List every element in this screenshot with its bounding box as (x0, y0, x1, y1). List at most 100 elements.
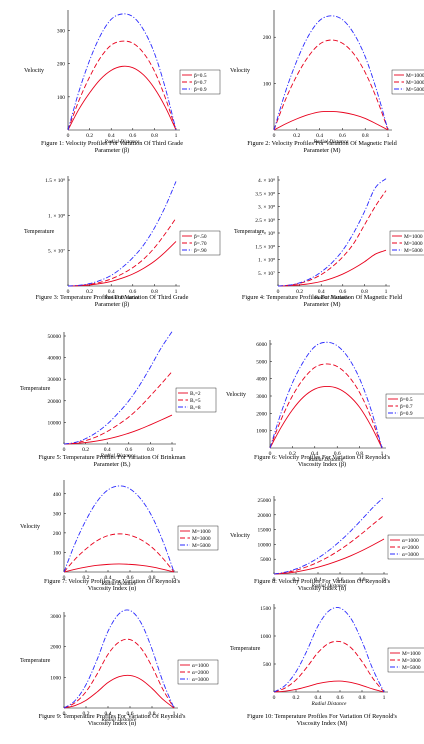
figure-caption: Figure 2: Velocity Profiles For Variatio… (216, 140, 424, 154)
y-tick-label: 5000 (256, 359, 267, 365)
caption-line-1: Figure 9: Temperature Profiles For Varia… (38, 713, 186, 720)
x-tick-label: 0.2 (82, 447, 89, 453)
x-tick-label: 0.4 (108, 289, 115, 295)
caption-line-2: Viscosity Index (α) (297, 585, 347, 592)
legend-label: β=.90 (194, 248, 207, 254)
x-axis-label: Radial Distance (314, 295, 350, 301)
legend-label: β=.70 (194, 241, 207, 247)
x-tick-label: 0.6 (337, 695, 344, 701)
caption-line-1: Figure 8: Velocity Profiles For Variatio… (253, 578, 391, 585)
series-line-2 (277, 190, 387, 287)
y-tick-label: 20000 (48, 399, 62, 405)
x-tick-label: 0.4 (315, 695, 322, 701)
series-line-1 (273, 538, 385, 575)
y-tick-label: 5. × 10⁷ (258, 271, 275, 277)
series-line-3 (273, 607, 385, 693)
figure-caption: Figure 8: Velocity Profiles For Variatio… (216, 578, 424, 592)
x-tick-label: 1 (175, 133, 178, 139)
x-tick-label: 0.2 (296, 289, 303, 295)
figure-caption: Figure 6: Velocity Profiles For Variatio… (216, 454, 424, 468)
caption-line-1: Figure 4: Temperature Profiles For Varia… (241, 294, 403, 301)
figure-caption: Figure 9: Temperature Profiles For Varia… (6, 713, 218, 727)
legend-label: β=0.9 (400, 411, 413, 417)
series-line-1 (277, 249, 387, 287)
y-tick-label: 100 (53, 550, 61, 556)
y-axis-label: Temperature (20, 386, 51, 392)
x-tick-label: 0.2 (293, 695, 300, 701)
x-tick-label: 0.4 (105, 575, 112, 581)
x-tick-label: 1 (173, 575, 176, 581)
figure-caption: Figure 1: Velocity Profiles For Variatio… (6, 140, 218, 154)
series-line-3 (67, 13, 177, 131)
y-axis-label: Temperature (230, 646, 261, 652)
x-tick-label: 0 (273, 133, 276, 139)
legend-label: M=5000 (402, 665, 421, 671)
x-tick-label: 0 (67, 133, 70, 139)
x-tick-label: 0.8 (359, 577, 366, 583)
legend-label: M=3000 (192, 536, 211, 542)
chart-fig9: 0 0.2 0.4 0.6 0.8 1 1000 2000 3000 Temperature Rad… (20, 609, 219, 723)
caption-line-1: Figure 6: Velocity Profiles For Variatio… (253, 454, 391, 461)
x-axis-label: Radial Distance (100, 453, 136, 459)
series-line-1 (67, 65, 177, 131)
figure-panel-fig2: 0 0.2 0.4 0.6 0.8 1 100 200 Velocity Radial Dista… (216, 2, 424, 150)
x-axis-label: Radial Distance (311, 583, 347, 589)
caption-line-1: Figure 10: Temperature Profiles For Vari… (247, 713, 397, 720)
y-axis-label: Velocity (20, 524, 40, 530)
series-line-2 (273, 515, 385, 575)
figure-panel-fig8: 0 0.2 0.4 0.6 0.8 1 5000 10000 15000 20000 25000 Ve… (216, 470, 424, 618)
legend-label: M=3000 (404, 241, 423, 247)
series-line-2 (63, 371, 173, 445)
y-tick-label: 3.5 × 10⁸ (255, 191, 275, 197)
y-tick-label: 5000 (260, 557, 271, 563)
legend-label: β=0.5 (400, 397, 413, 403)
x-tick-label: 0 (277, 289, 280, 295)
y-tick-label: 100 (57, 95, 65, 101)
legend-label: β=0.5 (194, 73, 207, 79)
x-tick-label: 0.4 (105, 711, 112, 717)
y-tick-label: 50000 (48, 334, 62, 340)
y-tick-label: 100 (263, 82, 271, 88)
series-line-2 (67, 40, 177, 131)
x-axis-label: Radial Distance (311, 701, 347, 707)
series-line-3 (273, 496, 385, 575)
x-tick-label: 0.2 (83, 711, 90, 717)
x-tick-label: 0.8 (151, 133, 158, 139)
legend-label: Bᵣ=5 (190, 398, 201, 404)
series-line-1 (273, 110, 389, 131)
y-tick-label: 300 (53, 511, 61, 517)
y-tick-label: 1. × 10⁸ (48, 213, 65, 219)
x-axis-label: Radial Distance (104, 139, 140, 145)
series-line-2 (63, 533, 175, 573)
y-tick-label: 1000 (50, 675, 61, 681)
figure-caption: Figure 7: Velocity Profiles For Variatio… (6, 578, 218, 592)
x-tick-label: 0.8 (151, 289, 158, 295)
x-tick-label: 0 (63, 575, 66, 581)
legend-label: Bᵣ=2 (190, 391, 201, 397)
x-tick-label: 0.2 (86, 133, 93, 139)
x-tick-label: 0.8 (356, 451, 363, 457)
series-line-3 (63, 485, 175, 573)
legend-label: M=1000 (404, 234, 423, 240)
series-line-3 (67, 181, 177, 287)
series-line-3 (273, 15, 389, 131)
x-tick-label: 0.2 (293, 133, 300, 139)
x-tick-label: 1 (387, 133, 390, 139)
legend-label: β=0.9 (194, 87, 207, 93)
x-tick-label: 0.8 (361, 289, 368, 295)
y-tick-label: 1500 (260, 606, 271, 612)
y-tick-label: 4. × 10⁸ (258, 178, 275, 184)
figure-panel-fig4: 0 0.2 0.4 0.6 0.8 1 5. × 10⁷ 1. × 10⁸ 1.5 × 10⁸ 2… (216, 166, 424, 314)
x-tick-label: 1 (171, 447, 174, 453)
legend-label: α=1000 (192, 663, 209, 669)
legend-label: β=0.7 (194, 80, 207, 86)
series-line-1 (63, 563, 175, 573)
x-tick-label: 0 (63, 711, 66, 717)
series-line-1 (63, 674, 175, 709)
figure-panel-fig1: 0 0.2 0.4 0.6 0.8 1 100 200 300 Velocity Radial Di… (6, 2, 221, 150)
x-tick-label: 0.6 (125, 447, 132, 453)
caption-line-2: Viscosity Index (M) (296, 720, 348, 727)
series-line-2 (67, 217, 177, 287)
x-tick-label: 1 (381, 451, 384, 457)
x-axis-label: Radial Distance (104, 295, 140, 301)
